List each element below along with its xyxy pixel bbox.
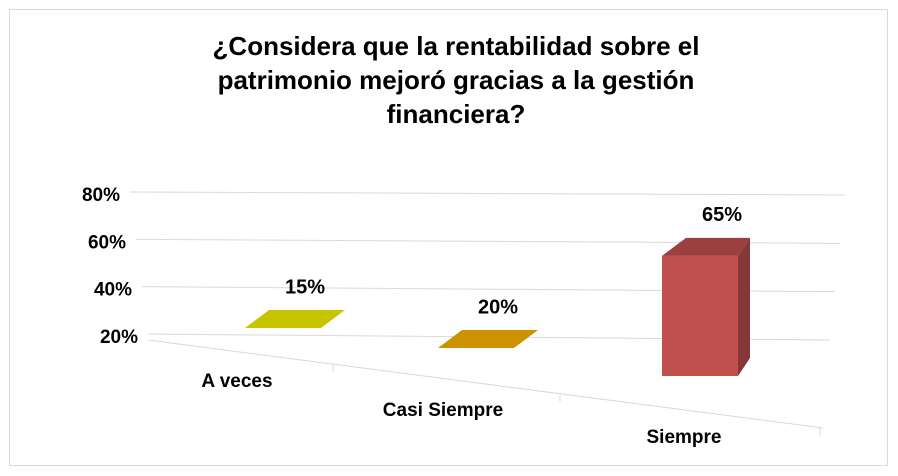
bar-top <box>438 330 538 348</box>
x-tick-label: A veces <box>201 371 272 392</box>
chart-border <box>9 9 888 466</box>
x-tick-label: Casi Siempre <box>383 400 503 421</box>
x-tick-label: Siempre <box>647 427 722 448</box>
value-label: 65% <box>702 204 742 226</box>
value-label: 15% <box>285 276 325 298</box>
y-tick-label: 40% <box>94 280 132 301</box>
chart-title: financiera? <box>387 99 526 129</box>
floor-edge <box>147 339 824 429</box>
y-tick-label: 60% <box>88 232 126 253</box>
value-label: 20% <box>478 296 518 318</box>
grid-line <box>129 191 846 196</box>
chart-title: ¿Considera que la rentabilidad sobre el <box>213 31 700 61</box>
bar <box>662 255 738 376</box>
bar-side <box>738 237 750 376</box>
bar-top <box>662 237 750 256</box>
y-tick-label: 80% <box>82 185 120 206</box>
bar-top <box>245 310 345 328</box>
chart-title: patrimonio mejoró gracias a la gestión <box>218 65 695 95</box>
y-tick-label: 20% <box>100 327 138 348</box>
